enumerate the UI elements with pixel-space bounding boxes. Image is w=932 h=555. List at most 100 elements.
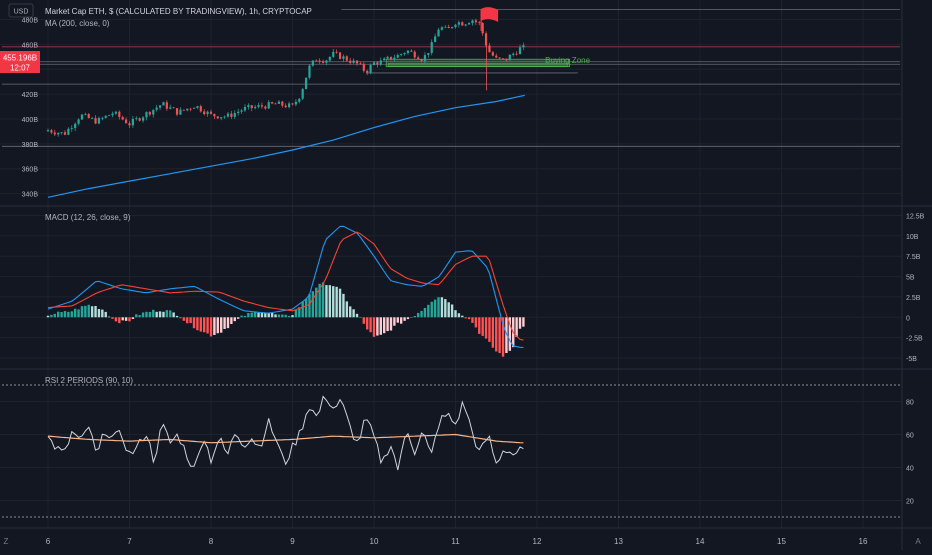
buying-zone-box[interactable]	[385, 58, 571, 68]
macd-histogram-bar	[427, 304, 430, 318]
candle-body	[254, 106, 257, 109]
macd-histogram-bar	[67, 311, 70, 318]
candle-body	[362, 63, 365, 71]
time-tick-label: 15	[777, 537, 786, 546]
macd-histogram-bar	[481, 317, 484, 336]
macd-histogram-bar	[471, 317, 474, 323]
macd-histogram-bar	[216, 317, 219, 334]
candle-body	[196, 106, 199, 108]
candle-layer	[46, 7, 525, 137]
macd-histogram-bar	[518, 317, 522, 329]
macd-histogram-bar	[77, 309, 80, 318]
candle-body	[304, 77, 308, 90]
candle-body	[454, 24, 457, 28]
macd-histogram-bar	[162, 311, 165, 318]
price-tick-label: 400B	[22, 117, 39, 124]
macd-histogram-bar	[461, 315, 464, 318]
candle-body	[508, 54, 511, 61]
macd-tick-label: 5B	[906, 275, 915, 282]
candle-body	[60, 132, 63, 134]
macd-histogram-bar	[182, 317, 186, 321]
candle-body	[406, 50, 410, 53]
macd-histogram-bar	[522, 317, 525, 327]
candle-body	[111, 113, 114, 116]
candle-body	[237, 111, 240, 114]
candle-body	[383, 58, 386, 61]
candle-body	[447, 26, 450, 29]
macd-histogram-bar	[179, 317, 182, 319]
macd-histogram-bar	[233, 317, 236, 322]
macd-histogram-bar	[335, 286, 338, 318]
candle-body	[444, 26, 447, 28]
candle-body	[223, 116, 226, 118]
candle-body	[335, 51, 338, 53]
candle-body	[288, 103, 291, 108]
macd-histogram-bar	[484, 317, 488, 339]
macd-tick-label: 10B	[906, 234, 919, 241]
candle-body	[57, 133, 60, 135]
macd-histogram-bar	[155, 311, 158, 318]
candle-body	[118, 111, 121, 117]
candle-body	[393, 57, 396, 60]
candle-body	[50, 130, 53, 133]
macd-indicator-label[interactable]: MACD (12, 26, close, 9)	[45, 213, 131, 222]
candle-body	[203, 111, 206, 115]
macd-histogram-bar	[264, 312, 267, 318]
macd-histogram-bar	[298, 307, 301, 318]
macd-histogram-bar	[450, 304, 454, 318]
flag-icon[interactable]	[481, 7, 499, 22]
candle-body	[464, 24, 467, 26]
macd-histogram-bar	[189, 317, 192, 323]
macd-histogram-bar	[444, 299, 447, 318]
candle-body	[467, 23, 471, 25]
time-tick-label: 8	[209, 537, 214, 546]
candle-body	[498, 57, 501, 59]
macd-histogram-bar	[46, 315, 50, 318]
candle-body	[277, 101, 281, 104]
candle-body	[342, 56, 345, 59]
signal-line	[47, 231, 524, 341]
candle-body	[274, 103, 277, 105]
candle-body	[121, 116, 124, 120]
candle-body	[128, 123, 131, 126]
time-axis[interactable]: 6 7 8 9 10 11 12 13 14 15 16	[46, 537, 868, 546]
macd-histogram-bar	[94, 306, 97, 318]
macd-histogram-bar	[206, 317, 209, 334]
macd-histogram-bar	[355, 313, 359, 318]
countdown-label: 12:07	[10, 64, 31, 73]
candle-body	[359, 63, 362, 65]
chart-title: Market Cap ETH, $ (CALCULATED BY TRADING…	[45, 7, 312, 16]
candle-body	[325, 60, 328, 63]
candle-body	[199, 106, 202, 112]
candle-body	[423, 55, 427, 61]
candle-body	[369, 65, 372, 73]
candle-body	[488, 45, 491, 53]
candle-body	[315, 60, 318, 62]
candle-body	[162, 102, 165, 106]
candle-body	[355, 60, 359, 64]
macd-histogram-bar	[396, 317, 399, 323]
candle-body	[230, 113, 233, 117]
candle-body	[182, 109, 185, 111]
macd-histogram-bar	[464, 317, 467, 319]
buying-zone-layer[interactable]: Buying Zone	[385, 56, 591, 68]
auto-scale-icon[interactable]: A	[915, 537, 921, 546]
macd-histogram-bar	[107, 316, 111, 318]
candle-body	[379, 60, 382, 65]
current-price-label: 455.196B	[3, 54, 37, 63]
candle-body	[87, 114, 90, 119]
macd-histogram-bar	[203, 317, 206, 333]
rsi-tick-label: 20	[906, 499, 914, 506]
macd-histogram-bar	[342, 293, 345, 318]
macd-histogram-bar	[376, 317, 379, 336]
time-tick-label: 16	[859, 537, 868, 546]
ma-indicator-label[interactable]: MA (200, close, 0)	[45, 19, 110, 28]
candle-body	[301, 89, 304, 99]
candle-body	[396, 55, 399, 58]
rsi-indicator-label[interactable]: RSI 2 PERIODS (90, 10)	[45, 376, 133, 385]
currency-badge[interactable]: USD	[8, 3, 34, 18]
timezone-icon[interactable]: Z	[4, 537, 9, 546]
candle-body	[247, 105, 250, 107]
macd-histogram-bar	[165, 310, 169, 318]
macd-tick-label: -5B	[906, 356, 917, 363]
